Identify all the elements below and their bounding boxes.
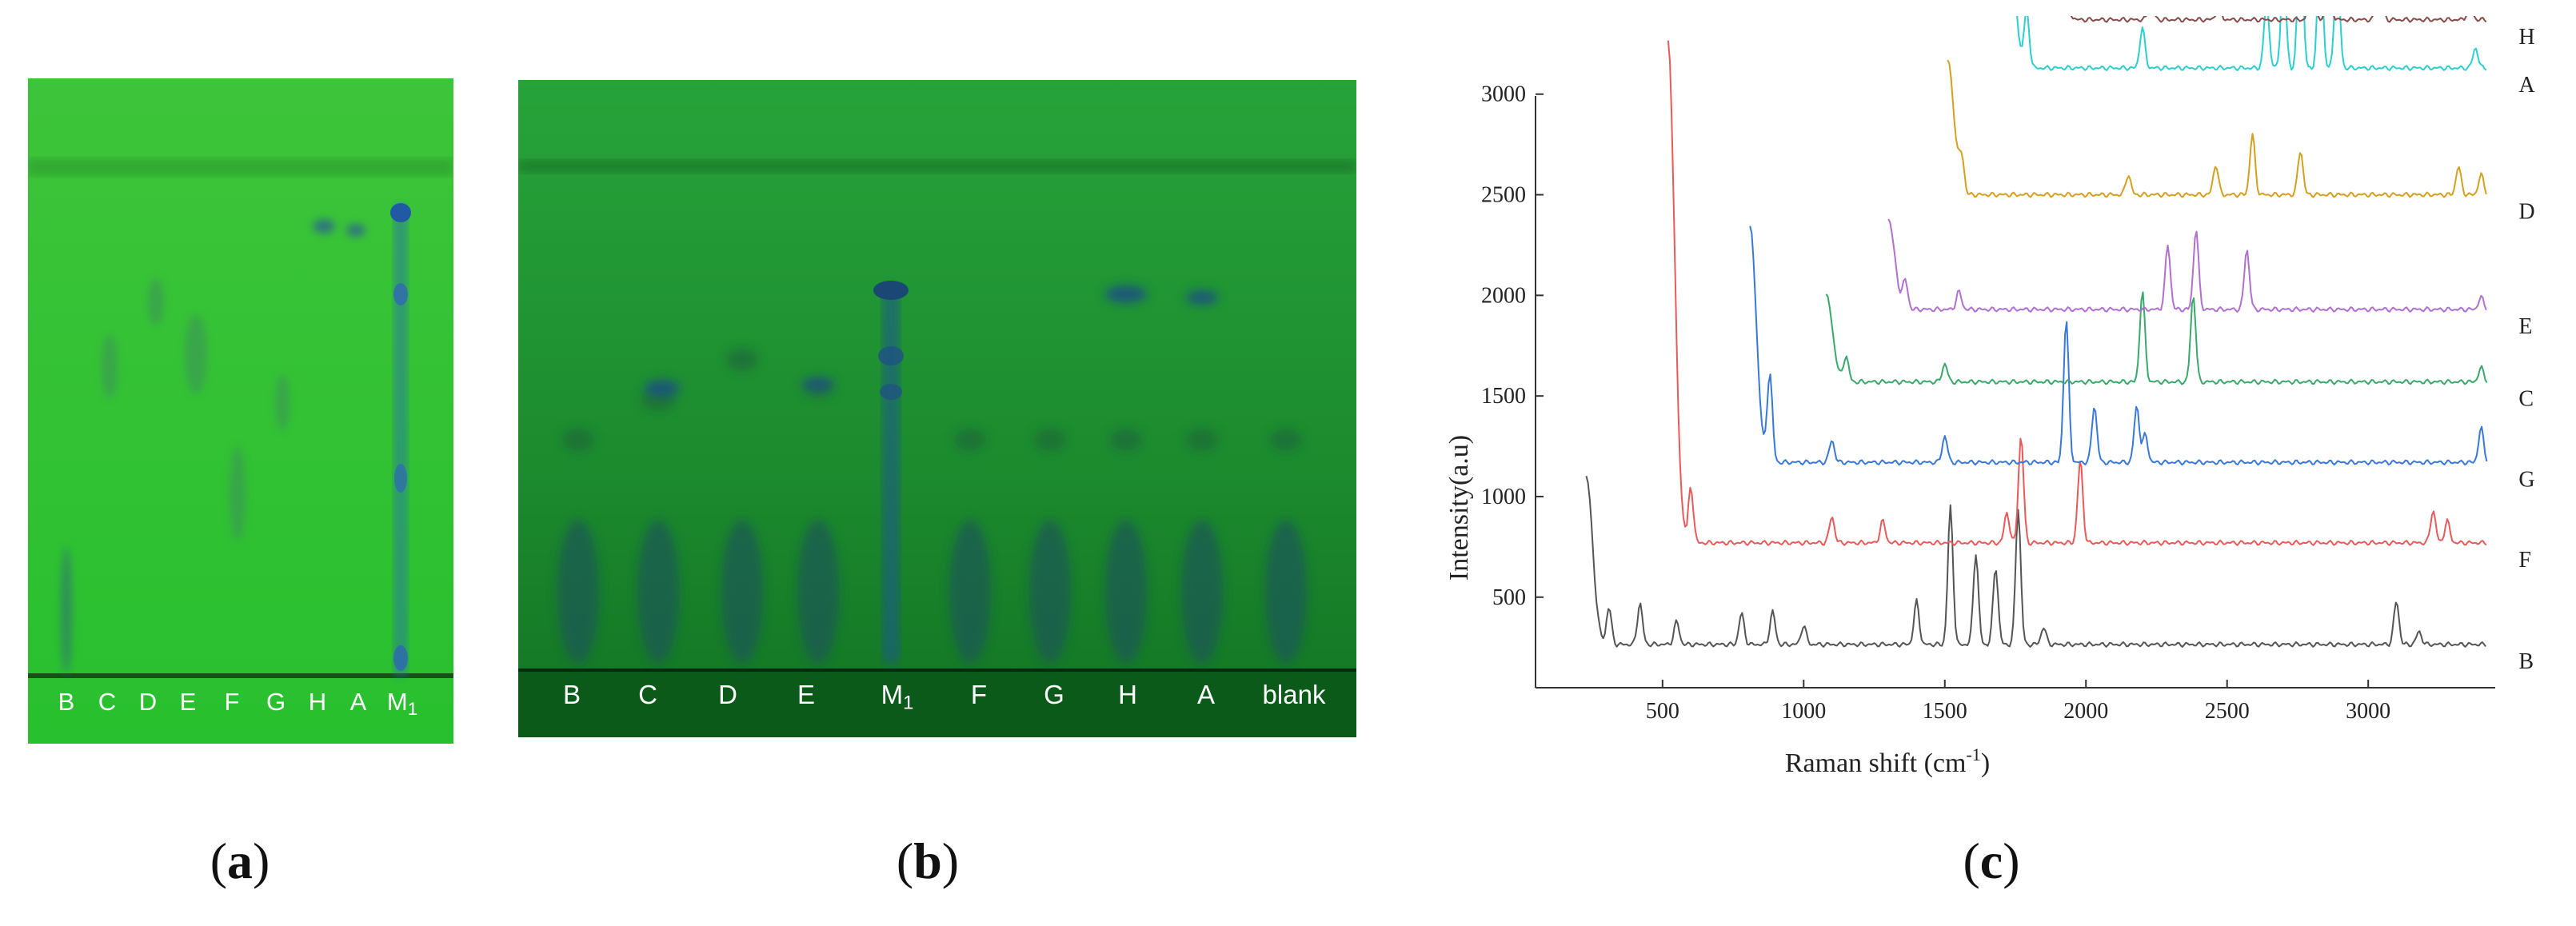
tlc-plate-b: B C D E M1 F G H A blank: [518, 80, 1356, 737]
lane-label-E: E: [797, 680, 816, 709]
caption-b: (b): [896, 832, 960, 889]
lane-label-M1-subscript: 1: [407, 699, 418, 720]
lane-label-A: A: [1196, 680, 1216, 709]
x-tick-label: 3000: [2346, 699, 2390, 724]
series-line-F: [1667, 40, 2487, 546]
x-tick-label: 1500: [1923, 699, 1967, 724]
lane-label-B: B: [58, 688, 75, 716]
lane-label-F: F: [970, 680, 988, 709]
series-label-D: D: [2518, 200, 2534, 225]
series-line-H: [2070, 16, 2487, 23]
lane-label-M1: M1: [387, 688, 417, 720]
series-line-D: [1947, 59, 2487, 198]
raman-spectra-chart: 500 1000 1500 2000 2500 3000 500 1000 1500 2000 25…: [1444, 16, 2535, 778]
caption-a: (a): [210, 832, 270, 889]
chart-axes: 500 1000 1500 2000 2500 3000 500 1000 1500 2000 25…: [1481, 82, 2495, 724]
series-label-A: A: [2518, 73, 2535, 98]
tlc-plate-a-image: [28, 78, 453, 744]
series-line-B: [1585, 476, 2486, 648]
lane-label-G: G: [266, 688, 286, 716]
series-label-E: E: [2518, 314, 2532, 339]
x-tick-label: 1000: [1781, 699, 1826, 724]
lane-label-M1-subscript: 1: [903, 692, 914, 714]
y-axis-label: Intensity(a.u): [1444, 435, 1474, 581]
y-tick-label: 2500: [1481, 183, 1526, 208]
lane-label-H: H: [308, 688, 327, 716]
series-line-E: [1887, 218, 2487, 313]
y-tick-label: 500: [1492, 585, 1526, 610]
lane-label-H: H: [1118, 680, 1137, 709]
x-tick-label: 2000: [2063, 699, 2108, 724]
y-tick-label: 1500: [1481, 384, 1526, 409]
lane-label-C: C: [638, 680, 657, 709]
series-label-C: C: [2518, 387, 2534, 412]
tlc-plate-b-image: [518, 80, 1356, 737]
series-label-F: F: [2518, 548, 2531, 573]
series-line-G: [1749, 226, 2488, 466]
lane-label-A: A: [349, 688, 367, 716]
lane-label-M1-letter: M: [881, 680, 904, 709]
lane-label-B: B: [562, 680, 581, 709]
caption-c: (c): [1963, 832, 2020, 889]
lane-label-G: G: [1044, 680, 1064, 709]
lane-label-blank: blank: [1262, 680, 1326, 709]
y-tick-label: 1000: [1481, 485, 1526, 509]
x-axis-label: Raman shift (cm-1): [1785, 744, 1990, 778]
series-line-C: [1825, 291, 2488, 385]
series-label-H: H: [2518, 25, 2534, 50]
x-tick-label: 500: [1646, 699, 1679, 724]
lane-label-M1-letter: M: [386, 688, 408, 716]
lane-label-M1: M1: [881, 680, 914, 715]
lane-label-E: E: [179, 688, 197, 716]
lane-label-F: F: [224, 688, 240, 716]
x-tick-label: 2500: [2205, 699, 2250, 724]
series-label-G: G: [2518, 467, 2534, 492]
tlc-plate-a: B C D E F G H A M1: [28, 78, 453, 744]
lane-label-D: D: [138, 688, 158, 716]
series-label-B: B: [2518, 649, 2534, 674]
series-line-A: [2016, 16, 2487, 71]
chart-series-labels: BFGCEDAHblank: [2518, 25, 2535, 674]
y-tick-label: 2000: [1481, 283, 1526, 308]
lane-label-D: D: [718, 680, 737, 709]
y-tick-label: 3000: [1481, 82, 1526, 107]
chart-series-group: [1585, 16, 2488, 648]
lane-label-C: C: [98, 688, 117, 716]
